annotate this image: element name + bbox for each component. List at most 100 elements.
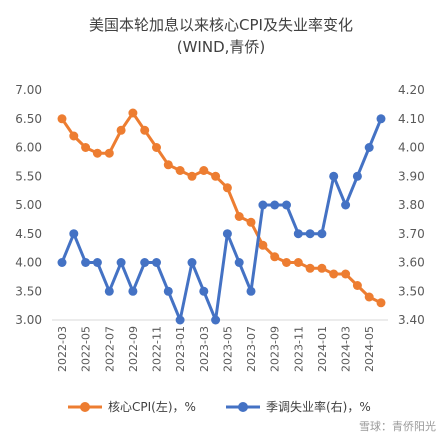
- y-left-tick-label: 7.00: [15, 83, 42, 97]
- y-left-tick-label: 3.50: [15, 284, 42, 298]
- data-point-core-cpi: [258, 240, 268, 250]
- data-point-unemployment: [293, 229, 303, 239]
- series-unemployment: [57, 114, 386, 325]
- y-axis-right: 3.40 3.50 3.60 3.70 3.80 3.90 4.00 4.10 4.20: [398, 83, 425, 327]
- x-tick-label: 2023-05: [221, 326, 234, 372]
- data-point-unemployment: [92, 258, 102, 267]
- data-point-core-cpi: [128, 108, 138, 118]
- data-point-unemployment: [341, 200, 351, 210]
- data-point-core-cpi: [187, 171, 197, 181]
- y-left-tick-label: 5.50: [15, 169, 42, 183]
- y-right-tick-label: 3.60: [398, 256, 425, 270]
- data-point-unemployment: [317, 229, 327, 239]
- y-right-tick-label: 4.10: [398, 112, 425, 126]
- x-tick-label: 2023-01: [174, 326, 187, 372]
- data-point-unemployment: [234, 258, 244, 267]
- data-point-unemployment: [329, 171, 339, 181]
- chart-title: 美国本轮加息以来核心CPI及失业率变化: [89, 16, 353, 34]
- data-point-unemployment: [140, 258, 150, 267]
- data-point-unemployment: [57, 258, 67, 267]
- data-point-core-cpi: [222, 183, 232, 193]
- series-core-cpi: [57, 108, 386, 308]
- series-layer: [57, 108, 386, 325]
- data-point-core-cpi: [270, 252, 280, 262]
- data-point-core-cpi: [282, 258, 291, 267]
- data-point-unemployment: [258, 200, 268, 210]
- legend-label-core-cpi: 核心CPI(左)，%: [108, 399, 196, 414]
- data-point-core-cpi: [317, 263, 327, 273]
- data-point-unemployment: [163, 286, 173, 296]
- watermark-text: 雪球：青侨阳光: [359, 419, 436, 433]
- y-left-tick-label: 3.00: [15, 313, 42, 327]
- x-axis: 2022-03 2022-05 2022-07 2022-09 2022-11 2023-…: [56, 326, 376, 372]
- data-point-core-cpi: [352, 281, 362, 290]
- y-right-tick-label: 3.70: [398, 227, 425, 241]
- x-tick-label: 2022-07: [103, 326, 116, 372]
- data-point-core-cpi: [140, 125, 150, 135]
- data-point-unemployment: [187, 258, 197, 267]
- legend-item-unemployment: 季调失业率(右)，%: [226, 399, 371, 414]
- data-point-unemployment: [270, 200, 280, 210]
- series-line-unemployment: [60, 118, 383, 322]
- x-tick-label: 2023-09: [269, 326, 282, 372]
- y-right-tick-label: 3.90: [398, 169, 425, 183]
- data-point-unemployment: [199, 286, 209, 296]
- data-point-unemployment: [352, 171, 362, 181]
- data-point-unemployment: [376, 114, 386, 124]
- x-tick-label: 2022-05: [80, 326, 93, 372]
- data-point-unemployment: [175, 315, 185, 325]
- data-point-unemployment: [282, 200, 291, 210]
- data-point-unemployment: [211, 315, 221, 325]
- x-tick-label: 2022-09: [127, 326, 140, 372]
- x-tick-label: 2023-11: [292, 326, 305, 372]
- y-left-tick-label: 6.50: [15, 112, 42, 126]
- data-point-core-cpi: [152, 143, 161, 152]
- data-point-core-cpi: [211, 171, 221, 181]
- x-tick-label: 2023-03: [198, 326, 211, 372]
- data-point-core-cpi: [163, 160, 173, 170]
- data-point-core-cpi: [305, 263, 315, 273]
- y-right-tick-label: 3.50: [398, 284, 425, 298]
- data-point-unemployment: [152, 258, 161, 267]
- data-point-unemployment: [128, 286, 138, 296]
- y-axis-left: 3.00 3.50 4.00 4.50 5.00 5.50 6.00 6.50 7.00: [15, 83, 42, 327]
- y-right-tick-label: 3.80: [398, 198, 425, 212]
- data-point-core-cpi: [376, 298, 386, 308]
- data-point-core-cpi: [246, 217, 256, 227]
- x-tick-label: 2024-01: [316, 326, 329, 372]
- y-right-tick-label: 4.00: [398, 141, 425, 155]
- y-left-tick-label: 5.00: [15, 198, 42, 212]
- legend: 核心CPI(左)，% 季调失业率(右)，%: [68, 399, 371, 414]
- data-point-unemployment: [246, 286, 256, 296]
- legend-marker-core-cpi: [80, 402, 90, 412]
- chart-subtitle: (WIND,青侨): [177, 38, 266, 56]
- data-point-core-cpi: [329, 269, 339, 279]
- x-tick-label: 2023-07: [245, 326, 258, 372]
- x-tick-label: 2024-05: [363, 326, 376, 372]
- y-right-tick-label: 3.40: [398, 313, 425, 327]
- data-point-unemployment: [222, 229, 232, 239]
- data-point-core-cpi: [69, 131, 79, 141]
- y-right-tick-label: 4.20: [398, 83, 425, 97]
- data-point-unemployment: [364, 143, 374, 152]
- y-left-tick-label: 4.50: [15, 227, 42, 241]
- data-point-unemployment: [104, 286, 114, 296]
- data-point-core-cpi: [81, 143, 91, 152]
- data-point-core-cpi: [57, 114, 67, 124]
- legend-item-core-cpi: 核心CPI(左)，%: [68, 399, 196, 414]
- data-point-core-cpi: [364, 292, 374, 302]
- y-left-tick-label: 6.00: [15, 141, 42, 155]
- data-point-unemployment: [69, 229, 79, 239]
- data-point-core-cpi: [199, 166, 209, 175]
- data-point-core-cpi: [341, 269, 351, 279]
- x-tick-label: 2024-03: [340, 326, 353, 372]
- legend-label-unemployment: 季调失业率(右)，%: [266, 399, 371, 414]
- legend-marker-unemployment: [238, 402, 248, 412]
- series-line-core-cpi: [60, 111, 382, 305]
- data-point-unemployment: [116, 258, 126, 267]
- data-point-core-cpi: [234, 212, 244, 221]
- x-tick-label: 2022-11: [151, 326, 164, 372]
- data-point-unemployment: [81, 258, 91, 267]
